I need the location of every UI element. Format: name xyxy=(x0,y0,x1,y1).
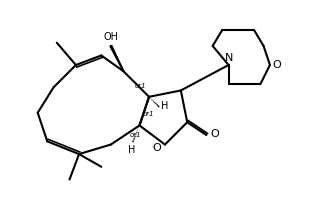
Text: N: N xyxy=(225,53,233,63)
Text: O: O xyxy=(273,60,281,70)
Text: or1: or1 xyxy=(135,83,146,89)
Polygon shape xyxy=(110,45,124,71)
Text: OH: OH xyxy=(103,32,118,42)
Text: or1: or1 xyxy=(130,132,142,138)
Text: O: O xyxy=(210,129,219,139)
Text: O: O xyxy=(152,143,161,153)
Text: H: H xyxy=(161,101,169,111)
Text: H: H xyxy=(128,145,135,155)
Text: or1: or1 xyxy=(143,111,154,117)
